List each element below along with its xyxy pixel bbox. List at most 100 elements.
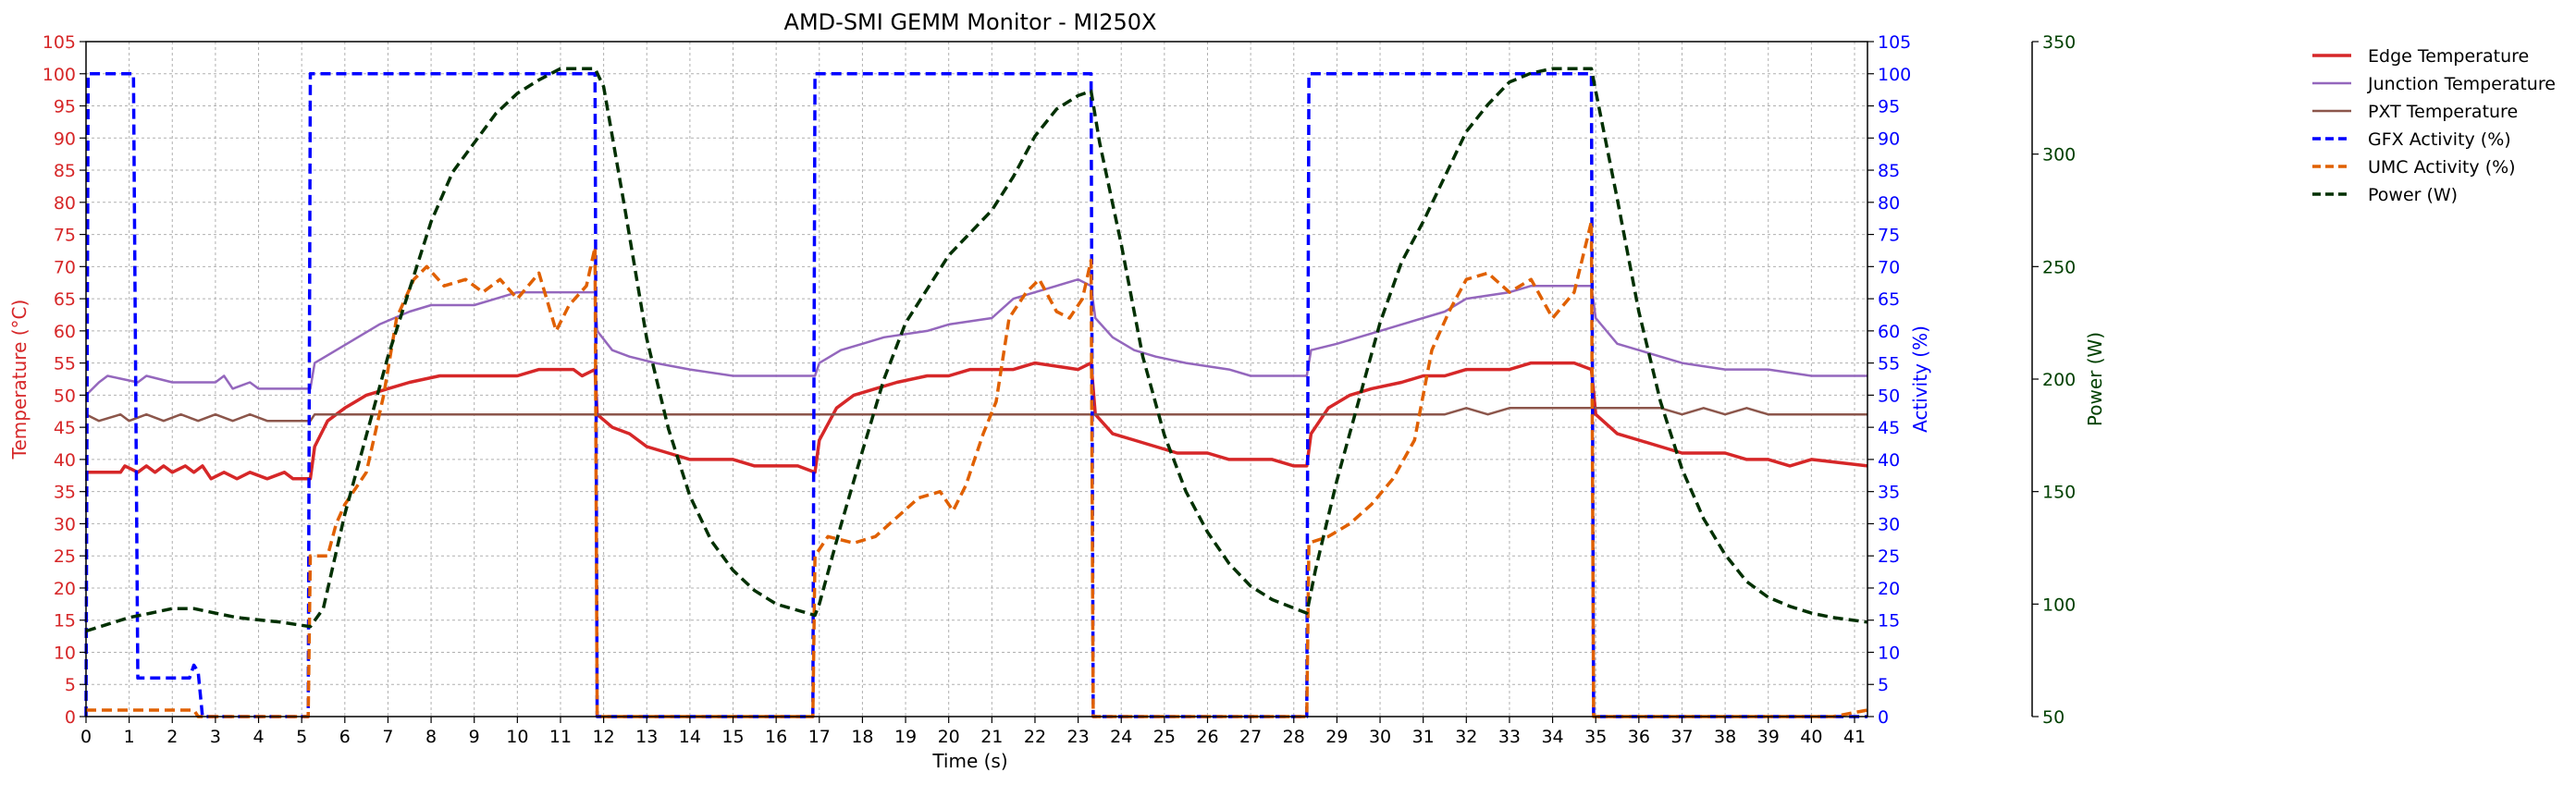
right-tick-label: 0	[1878, 707, 1889, 728]
power-tick-label: 150	[2042, 483, 2076, 503]
x-tick-label: 28	[1283, 727, 1305, 747]
x-axis-ticks: 0 1 2 3 4 5 6 7 8 9 10 11 12 13 14 15 16 17 18 19 20 21 22 23 24…	[80, 717, 1866, 747]
x-tick-label: 5	[296, 727, 307, 747]
power-tick-label: 250	[2042, 257, 2076, 277]
right-tick-label: 50	[1878, 386, 1900, 406]
x-tick-label: 7	[382, 727, 393, 747]
x-tick-label: 11	[549, 727, 572, 747]
right-tick-label: 105	[1878, 32, 1911, 53]
right-tick-label: 5	[1878, 675, 1889, 695]
left-tick-label: 105	[43, 32, 76, 53]
left-tick-label: 90	[54, 129, 76, 149]
x-tick-label: 36	[1628, 727, 1650, 747]
right-tick-label: 70	[1878, 257, 1900, 277]
right-tick-label: 90	[1878, 129, 1900, 149]
x-tick-label: 21	[980, 727, 1003, 747]
right-tick-label: 25	[1878, 546, 1900, 567]
x-tick-label: 27	[1239, 727, 1262, 747]
right-tick-label: 100	[1878, 65, 1911, 85]
left-axis-title: Temperature (°C)	[8, 300, 31, 460]
series-line-junction-temperature	[85, 277, 1867, 397]
right-axis-ticks: 0 5 10 15 20 25 30 35 40 45 50 55 60 65 70 75 80 85 90 95 10…	[1867, 32, 1911, 728]
right-tick-label: 65	[1878, 289, 1900, 310]
left-tick-label: 5	[65, 675, 76, 695]
legend-label: PXT Temperature	[2368, 102, 2518, 122]
x-tick-label: 40	[1800, 727, 1822, 747]
power-axis-title: Power (W)	[2084, 332, 2106, 426]
right-tick-label: 80	[1878, 193, 1900, 214]
legend-label: Junction Temperature	[2367, 74, 2556, 94]
left-tick-label: 40	[54, 450, 76, 471]
left-tick-label: 15	[54, 611, 76, 632]
legend-label: Edge Temperature	[2368, 46, 2529, 67]
x-tick-label: 14	[679, 727, 701, 747]
x-tick-label: 39	[1757, 727, 1780, 747]
x-tick-label: 24	[1110, 727, 1132, 747]
x-tick-label: 31	[1412, 727, 1435, 747]
legend-label: UMC Activity (%)	[2368, 157, 2516, 178]
left-tick-label: 70	[54, 257, 76, 277]
series-line-pxt-temperature	[85, 407, 1867, 423]
series-line-gfx-activity	[84, 72, 1867, 718]
power-tick-label: 50	[2042, 707, 2064, 728]
right-tick-label: 20	[1878, 579, 1900, 599]
left-tick-label: 85	[54, 161, 76, 181]
right-tick-label: 45	[1878, 418, 1900, 438]
left-tick-label: 45	[54, 418, 76, 438]
x-tick-label: 41	[1843, 727, 1866, 747]
x-tick-label: 23	[1066, 727, 1089, 747]
x-tick-label: 19	[894, 727, 917, 747]
left-tick-label: 65	[54, 289, 76, 310]
x-tick-label: 16	[765, 727, 787, 747]
legend: Edge Temperature Junction Temperature PXT …	[2312, 46, 2556, 205]
left-tick-label: 60	[54, 322, 76, 342]
series-line-edge-temperature	[86, 361, 1868, 481]
left-tick-label: 35	[54, 483, 76, 503]
legend-label: Power (W)	[2368, 185, 2458, 205]
x-tick-label: 22	[1024, 727, 1046, 747]
x-tick-label: 32	[1455, 727, 1477, 747]
left-tick-label: 30	[54, 514, 76, 534]
series-line-power	[85, 67, 1868, 633]
left-tick-label: 95	[54, 97, 76, 117]
x-tick-label: 6	[339, 727, 351, 747]
x-tick-label: 37	[1670, 727, 1693, 747]
grid	[85, 41, 1867, 718]
left-tick-label: 10	[54, 643, 76, 663]
left-tick-label: 25	[54, 546, 76, 567]
right-tick-label: 40	[1878, 450, 1900, 471]
left-axis-ticks: 0 5 10 15 20 25 30 35 40 45 50 55 60 65 70 75 80 85 90 95 10…	[43, 32, 86, 728]
x-tick-label: 33	[1498, 727, 1521, 747]
x-tick-label: 34	[1541, 727, 1563, 747]
right-tick-label: 95	[1878, 97, 1900, 117]
legend-label: GFX Activity (%)	[2368, 129, 2511, 150]
x-tick-label: 9	[469, 727, 480, 747]
left-tick-label: 50	[54, 386, 76, 406]
x-tick-label: 17	[808, 727, 831, 747]
x-tick-label: 0	[80, 727, 92, 747]
x-tick-label: 25	[1153, 727, 1176, 747]
right-axis-title: Activity (%)	[1909, 325, 1931, 433]
x-tick-label: 3	[210, 727, 221, 747]
right-tick-label: 10	[1878, 643, 1900, 663]
x-tick-label: 4	[253, 727, 264, 747]
x-axis-title: Time (s)	[931, 750, 1007, 772]
x-tick-label: 29	[1325, 727, 1348, 747]
right-tick-label: 60	[1878, 322, 1900, 342]
x-tick-label: 1	[124, 727, 135, 747]
x-tick-label: 8	[425, 727, 437, 747]
x-tick-label: 15	[721, 727, 744, 747]
power-tick-label: 100	[2042, 595, 2076, 615]
power-tick-label: 200	[2042, 370, 2076, 390]
plot-frame	[85, 41, 1868, 718]
x-tick-label: 30	[1369, 727, 1391, 747]
power-tick-label: 300	[2042, 145, 2076, 166]
series-line-umc-activity	[86, 219, 1868, 718]
x-tick-label: 2	[166, 727, 178, 747]
left-tick-label: 0	[65, 707, 76, 728]
right-tick-label: 55	[1878, 354, 1900, 374]
x-tick-label: 38	[1714, 727, 1736, 747]
x-tick-label: 35	[1584, 727, 1607, 747]
right-tick-label: 30	[1878, 514, 1900, 534]
